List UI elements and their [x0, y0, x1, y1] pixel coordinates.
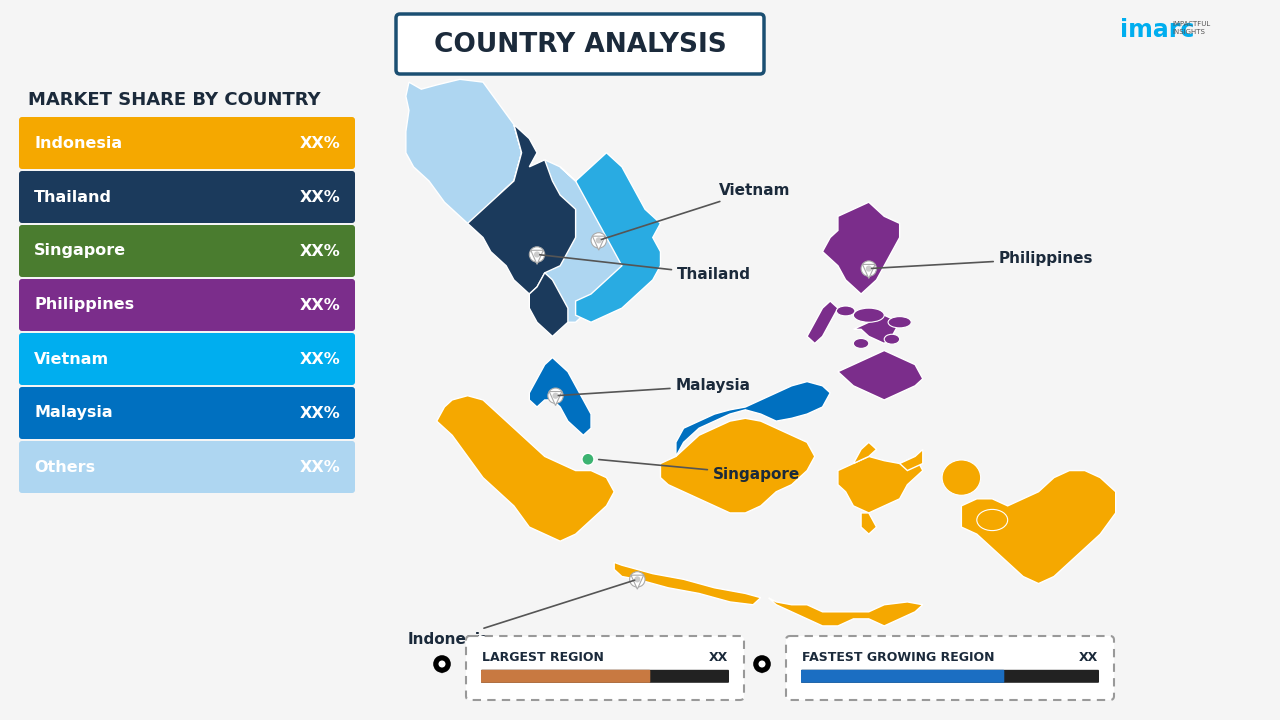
Text: Vietnam: Vietnam: [602, 183, 790, 240]
Polygon shape: [660, 418, 815, 513]
FancyBboxPatch shape: [19, 225, 355, 277]
Ellipse shape: [942, 460, 980, 495]
Circle shape: [534, 251, 540, 258]
Text: Philippines: Philippines: [872, 251, 1093, 269]
Text: Indonesia: Indonesia: [407, 580, 635, 647]
Polygon shape: [561, 153, 660, 323]
Circle shape: [861, 261, 877, 276]
Ellipse shape: [888, 317, 911, 328]
Circle shape: [548, 388, 563, 403]
FancyBboxPatch shape: [19, 171, 355, 223]
Circle shape: [630, 572, 645, 587]
Polygon shape: [614, 562, 760, 605]
Polygon shape: [549, 392, 562, 405]
FancyBboxPatch shape: [19, 333, 355, 385]
Polygon shape: [676, 382, 831, 456]
Ellipse shape: [884, 334, 900, 344]
Circle shape: [759, 660, 765, 667]
Circle shape: [439, 660, 445, 667]
FancyBboxPatch shape: [19, 387, 355, 439]
Text: MARKET SHARE BY COUNTRY: MARKET SHARE BY COUNTRY: [28, 91, 320, 109]
Text: Philippines: Philippines: [35, 297, 134, 312]
Text: imarc: imarc: [1120, 18, 1194, 42]
Polygon shape: [436, 396, 614, 541]
Text: FASTEST GROWING REGION: FASTEST GROWING REGION: [803, 652, 995, 665]
Polygon shape: [823, 202, 900, 294]
Text: XX%: XX%: [300, 243, 340, 258]
Ellipse shape: [854, 338, 869, 348]
Polygon shape: [768, 598, 923, 626]
FancyBboxPatch shape: [19, 117, 355, 169]
Polygon shape: [755, 660, 769, 674]
Text: XX: XX: [709, 652, 728, 665]
Circle shape: [865, 266, 872, 271]
Polygon shape: [863, 264, 876, 279]
Polygon shape: [900, 449, 923, 471]
Polygon shape: [961, 471, 1116, 584]
FancyBboxPatch shape: [481, 670, 730, 683]
Circle shape: [595, 238, 602, 243]
Text: COUNTRY ANALYSIS: COUNTRY ANALYSIS: [434, 32, 726, 58]
Polygon shape: [531, 251, 543, 264]
Circle shape: [753, 655, 771, 672]
FancyBboxPatch shape: [786, 636, 1114, 700]
Polygon shape: [490, 125, 622, 323]
Text: Thailand: Thailand: [540, 255, 751, 282]
FancyBboxPatch shape: [801, 670, 1005, 683]
Polygon shape: [406, 79, 521, 258]
Polygon shape: [854, 442, 877, 464]
Text: XX%: XX%: [300, 189, 340, 204]
Text: Malaysia: Malaysia: [558, 378, 750, 395]
Text: XX%: XX%: [300, 405, 340, 420]
Polygon shape: [854, 315, 900, 343]
Circle shape: [530, 247, 545, 262]
Ellipse shape: [977, 510, 1007, 531]
FancyBboxPatch shape: [19, 441, 355, 493]
Ellipse shape: [854, 308, 884, 323]
Polygon shape: [435, 660, 449, 674]
Ellipse shape: [836, 306, 855, 316]
Text: Indonesia: Indonesia: [35, 135, 122, 150]
FancyBboxPatch shape: [481, 670, 650, 683]
Text: Singapore: Singapore: [599, 459, 800, 482]
Circle shape: [553, 392, 558, 399]
Polygon shape: [530, 273, 568, 336]
Text: XX%: XX%: [300, 351, 340, 366]
FancyBboxPatch shape: [19, 279, 355, 331]
Polygon shape: [593, 236, 605, 250]
Circle shape: [582, 454, 594, 465]
Circle shape: [433, 655, 451, 672]
FancyBboxPatch shape: [801, 670, 1100, 683]
Polygon shape: [808, 301, 838, 343]
Text: Others: Others: [35, 459, 95, 474]
Polygon shape: [861, 513, 877, 534]
Polygon shape: [467, 125, 576, 294]
Circle shape: [591, 233, 607, 248]
Text: XX%: XX%: [300, 297, 340, 312]
Polygon shape: [530, 358, 591, 436]
FancyBboxPatch shape: [396, 14, 764, 74]
Text: IMPACTFUL
INSIGHTS: IMPACTFUL INSIGHTS: [1172, 21, 1211, 35]
Circle shape: [635, 576, 640, 582]
Polygon shape: [838, 351, 923, 400]
Text: Malaysia: Malaysia: [35, 405, 113, 420]
Polygon shape: [631, 575, 644, 589]
Text: LARGEST REGION: LARGEST REGION: [483, 652, 604, 665]
Text: XX%: XX%: [300, 459, 340, 474]
Polygon shape: [838, 456, 923, 513]
Text: Thailand: Thailand: [35, 189, 113, 204]
Text: XX%: XX%: [300, 135, 340, 150]
Text: Singapore: Singapore: [35, 243, 127, 258]
Text: XX: XX: [1079, 652, 1098, 665]
FancyBboxPatch shape: [466, 636, 744, 700]
Text: Vietnam: Vietnam: [35, 351, 109, 366]
